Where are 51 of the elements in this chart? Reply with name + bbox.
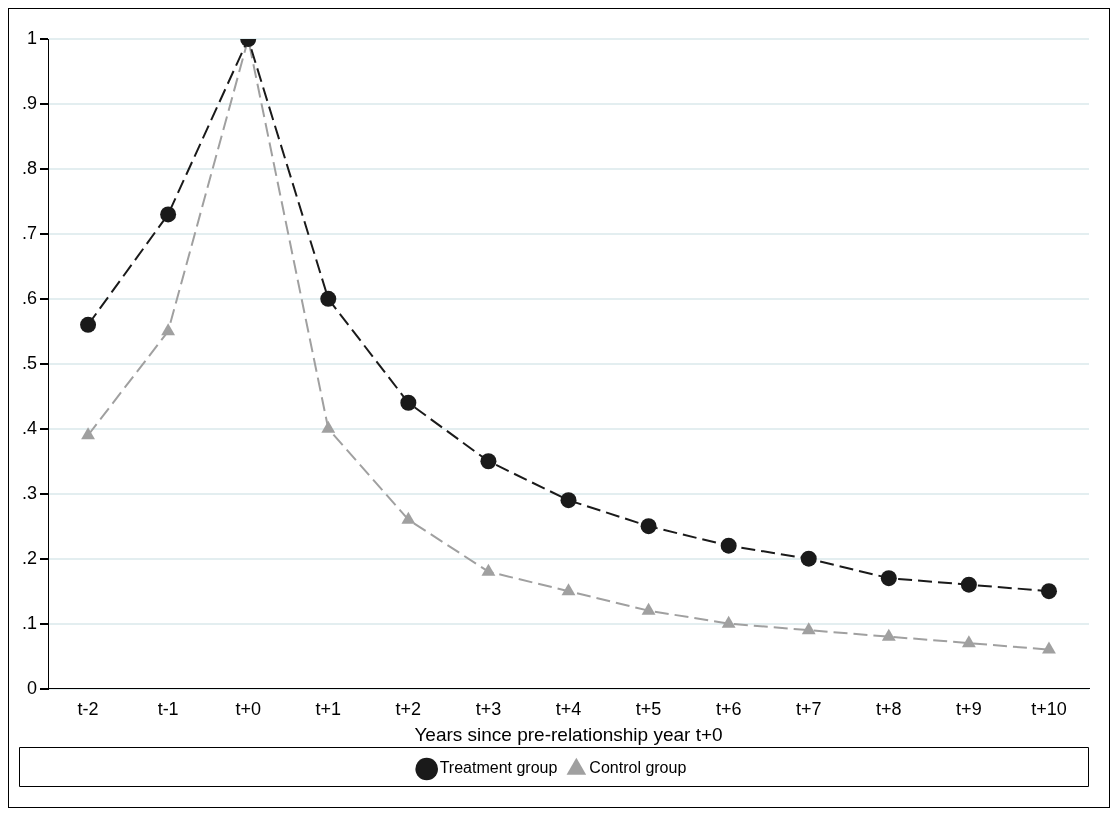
y-tick-label: .3 (22, 482, 38, 503)
x-tick-label: t+6 (715, 699, 742, 720)
y-tick-label: .7 (22, 222, 38, 243)
point (640, 518, 657, 535)
point (81, 427, 95, 440)
point (641, 602, 656, 615)
x-tick-label: t+9 (956, 699, 982, 720)
x-tick-label: t+10 (1031, 699, 1067, 720)
legend-label: Treatment group (439, 759, 558, 777)
point (320, 290, 337, 307)
point (480, 453, 497, 470)
x-tick-label: t+1 (315, 699, 342, 720)
point (401, 511, 416, 524)
x-tick-label: t+2 (395, 699, 422, 720)
x-tick-label: t+5 (635, 699, 662, 720)
y-tick-label: .6 (22, 287, 38, 308)
point (80, 316, 97, 333)
point (801, 622, 816, 635)
y-tick-label: .2 (22, 547, 38, 568)
y-tick-label: 0 (27, 677, 38, 698)
point (321, 420, 336, 433)
point (721, 615, 736, 628)
point (561, 583, 576, 596)
point (881, 628, 896, 641)
y-tick-label: .5 (22, 352, 38, 373)
point (560, 492, 577, 509)
point (720, 537, 737, 554)
point (800, 550, 817, 567)
point (960, 576, 977, 593)
point (961, 635, 976, 648)
x-tick-label: t-1 (157, 699, 179, 720)
x-tick-label: t-2 (77, 699, 99, 720)
y-tick-label: 1 (27, 27, 38, 48)
y-tick-label: .9 (22, 92, 38, 113)
y-tick-label: .4 (22, 417, 38, 438)
y-tick-label: .1 (22, 612, 38, 633)
x-tick-label: t+8 (876, 699, 902, 720)
x-tick-label: t+4 (555, 699, 582, 720)
x-tick-label: t+0 (235, 699, 261, 720)
legend-label: Control group (589, 759, 687, 777)
x-tick-label: t+3 (475, 699, 502, 720)
point (160, 206, 177, 223)
x-axis-title: Years since pre-relationship year t+0 (414, 723, 723, 745)
point (481, 563, 496, 576)
point (400, 394, 417, 411)
point (1042, 641, 1056, 654)
point (880, 570, 897, 587)
y-tick-label: .8 (22, 157, 38, 178)
point (1040, 583, 1057, 600)
point (161, 323, 176, 336)
x-tick-label: t+7 (795, 699, 822, 720)
